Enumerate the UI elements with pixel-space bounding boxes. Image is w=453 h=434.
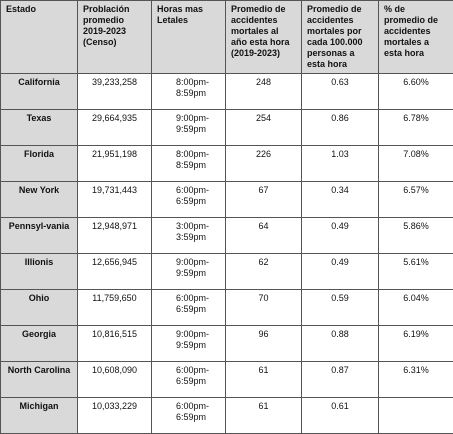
data-cell: 248 (226, 74, 302, 110)
data-cell: 7.08% (379, 146, 453, 182)
data-cell: 12,948,971 (78, 218, 152, 254)
data-cell: 29,664,935 (78, 110, 152, 146)
data-cell: 8:00pm-8:59pm (152, 74, 226, 110)
data-cell: 8:00pm-8:59pm (152, 146, 226, 182)
state-cell: Georgia (1, 326, 78, 362)
data-cell: 39,233,258 (78, 74, 152, 110)
data-cell: 11,759,650 (78, 290, 152, 326)
data-cell: 70 (226, 290, 302, 326)
data-cell: 6.19% (379, 326, 453, 362)
state-cell: Texas (1, 110, 78, 146)
data-cell: 0.88 (302, 326, 379, 362)
data-cell: 3:00pm-3:59pm (152, 218, 226, 254)
data-cell: 0.34 (302, 182, 379, 218)
data-cell: 226 (226, 146, 302, 182)
data-cell: 9:00pm-9:59pm (152, 110, 226, 146)
data-cell: 1.03 (302, 146, 379, 182)
data-cell: 6.60% (379, 74, 453, 110)
data-cell: 62 (226, 254, 302, 290)
state-cell: Ohio (1, 290, 78, 326)
data-cell: 6.31% (379, 362, 453, 398)
data-cell: 254 (226, 110, 302, 146)
data-cell: 64 (226, 218, 302, 254)
state-cell: North Carolina (1, 362, 78, 398)
data-cell: 21,951,198 (78, 146, 152, 182)
data-cell: 0.63 (302, 74, 379, 110)
data-cell: 67 (226, 182, 302, 218)
data-cell: 61 (226, 362, 302, 398)
data-cell (379, 398, 453, 434)
column-header: Horas mas Letales (152, 1, 226, 74)
state-cell: Pennsyl-vania (1, 218, 78, 254)
data-cell: 0.49 (302, 254, 379, 290)
column-header: % de promedio de accidentes mortales a e… (379, 1, 453, 74)
data-cell: 6.78% (379, 110, 453, 146)
data-cell: 5.86% (379, 218, 453, 254)
data-cell: 9:00pm-9:59pm (152, 326, 226, 362)
data-cell: 6:00pm-6:59pm (152, 362, 226, 398)
data-cell: 6:00pm-6:59pm (152, 290, 226, 326)
data-cell: 10,033,229 (78, 398, 152, 434)
column-header: Problación promedio 2019-2023 (Censo) (78, 1, 152, 74)
data-cell: 6:00pm-6:59pm (152, 398, 226, 434)
data-cell: 0.59 (302, 290, 379, 326)
data-cell: 12,656,945 (78, 254, 152, 290)
data-cell: 96 (226, 326, 302, 362)
state-cell: California (1, 74, 78, 110)
data-cell: 0.61 (302, 398, 379, 434)
data-cell: 10,608,090 (78, 362, 152, 398)
data-cell: 9:00pm-9:59pm (152, 254, 226, 290)
column-header: Promedio de accidentes mortales al año e… (226, 1, 302, 74)
data-cell: 61 (226, 398, 302, 434)
data-cell: 0.87 (302, 362, 379, 398)
data-cell: 19,731,443 (78, 182, 152, 218)
data-cell: 0.49 (302, 218, 379, 254)
state-cell: New York (1, 182, 78, 218)
data-cell: 6.57% (379, 182, 453, 218)
state-cell: Michigan (1, 398, 78, 434)
state-cell: Illionis (1, 254, 78, 290)
data-cell: 0.86 (302, 110, 379, 146)
column-header: Promedio de accidentes mortales por cada… (302, 1, 379, 74)
state-cell: Florida (1, 146, 78, 182)
data-cell: 6:00pm-6:59pm (152, 182, 226, 218)
column-header: Estado (1, 1, 78, 74)
data-cell: 5.61% (379, 254, 453, 290)
data-cell: 10,816,515 (78, 326, 152, 362)
data-cell: 6.04% (379, 290, 453, 326)
